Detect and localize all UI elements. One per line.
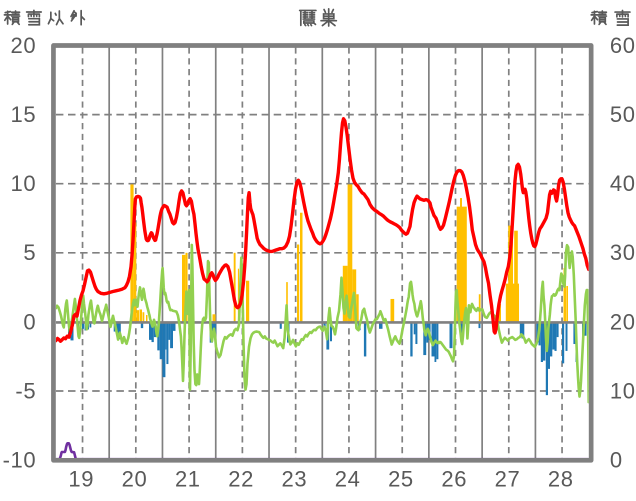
svg-text:20: 20	[122, 467, 148, 492]
svg-text:-5: -5	[15, 378, 36, 403]
svg-text:10: 10	[11, 171, 37, 196]
svg-text:10: 10	[610, 378, 636, 403]
svg-text:21: 21	[175, 467, 201, 492]
svg-text:5: 5	[23, 240, 36, 265]
svg-text:19: 19	[68, 467, 94, 492]
svg-text:27: 27	[495, 467, 521, 492]
svg-text:50: 50	[610, 102, 636, 127]
svg-text:25: 25	[388, 467, 414, 492]
svg-text:26: 26	[441, 467, 467, 492]
svg-text:60: 60	[610, 33, 636, 58]
svg-text:22: 22	[228, 467, 254, 492]
svg-text:-10: -10	[3, 448, 37, 473]
svg-text:0: 0	[23, 309, 36, 334]
svg-text:30: 30	[610, 240, 636, 265]
svg-text:40: 40	[610, 171, 636, 196]
svg-text:20: 20	[610, 309, 636, 334]
svg-text:15: 15	[11, 102, 37, 127]
svg-text:24: 24	[335, 467, 361, 492]
svg-text:20: 20	[11, 33, 37, 58]
svg-text:23: 23	[282, 467, 308, 492]
svg-text:0: 0	[610, 448, 623, 473]
svg-text:28: 28	[548, 467, 574, 492]
